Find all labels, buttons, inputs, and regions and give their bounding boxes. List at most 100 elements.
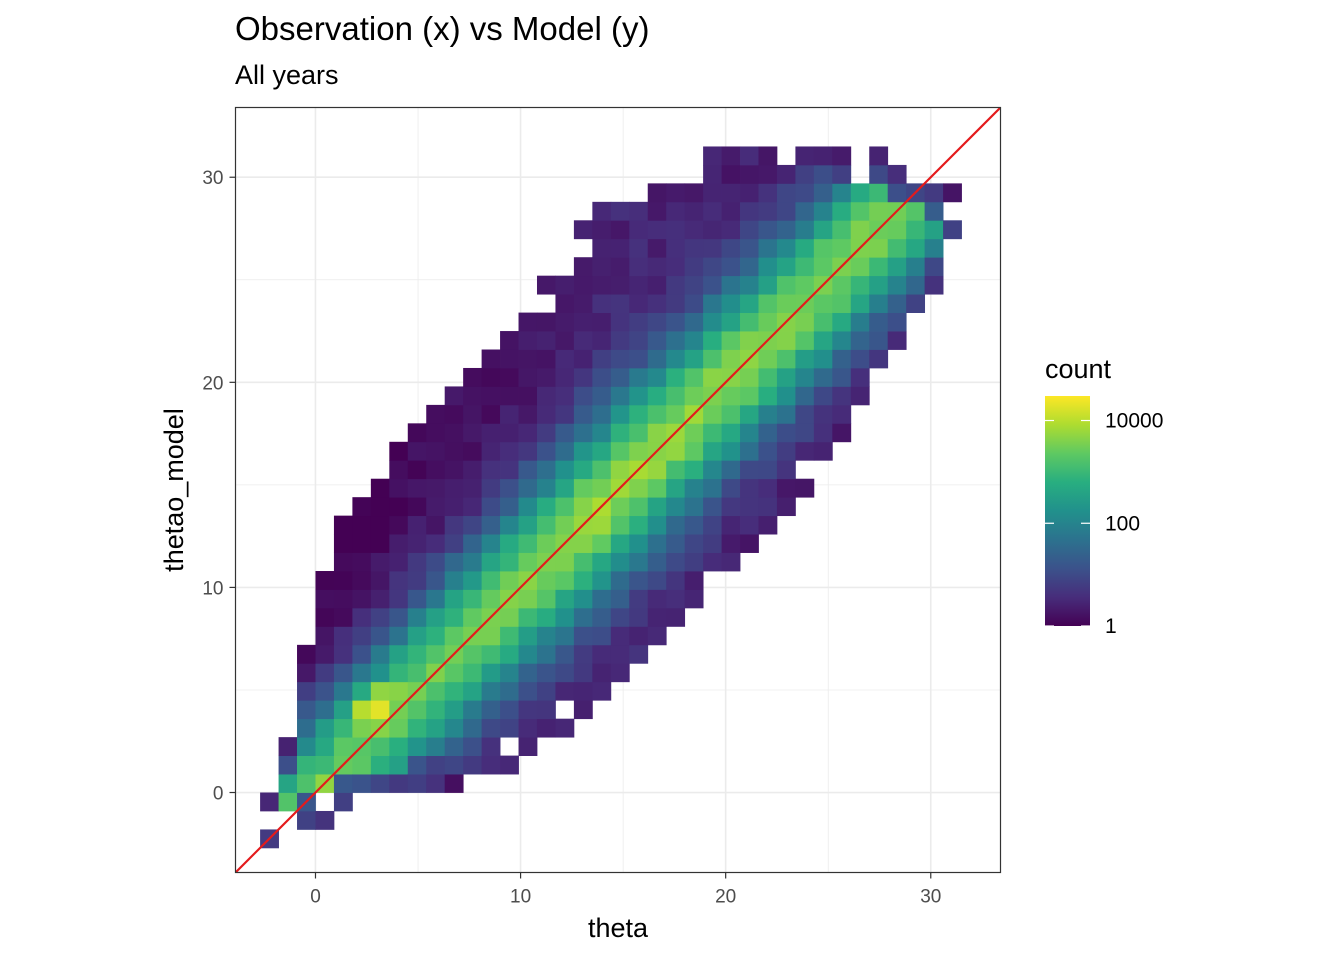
heatmap-cell-347 <box>592 294 612 313</box>
heatmap-cell-187 <box>481 663 501 683</box>
heatmap-cell-651 <box>869 275 889 295</box>
heatmap-cell-606 <box>813 367 833 387</box>
heatmap-cell-477 <box>703 534 722 553</box>
heatmap-cell-101 <box>407 700 427 720</box>
heatmap-cell-162 <box>463 718 483 738</box>
heatmap-cell-251 <box>518 312 538 332</box>
heatmap-cell-166 <box>463 644 483 664</box>
heatmap-cell-247 <box>518 386 538 406</box>
heatmap-cell-501 <box>721 515 741 535</box>
heatmap-cell-422 <box>647 294 667 313</box>
heatmap-cell-301 <box>573 681 593 701</box>
heatmap-cell-560 <box>758 220 778 240</box>
heatmap-cell-245 <box>518 423 538 443</box>
heatmap-cell-563 <box>758 164 778 184</box>
heatmap-cell-520 <box>721 164 741 184</box>
heatmap-cell-85 <box>389 644 409 664</box>
heatmap-cell-274 <box>536 312 556 332</box>
heatmap-cell-642 <box>850 257 870 277</box>
heatmap-cell-137 <box>426 404 446 424</box>
heatmap-cell-210 <box>500 644 519 664</box>
heatmap-cell-513 <box>721 294 741 313</box>
y-tick-label: 30 <box>202 168 223 189</box>
heatmap-cell-69 <box>370 626 390 646</box>
heatmap-cell-263 <box>536 515 556 535</box>
heatmap-cell-42 <box>333 552 353 572</box>
heatmap-cell-105 <box>407 626 427 646</box>
heatmap-cell-373 <box>610 294 630 313</box>
heatmap-cell-518 <box>721 201 741 221</box>
heatmap-cell-13 <box>297 681 316 701</box>
heatmap-cell-189 <box>481 626 501 646</box>
heatmap-cell-430 <box>666 589 686 609</box>
heatmap-cell-641 <box>850 275 870 295</box>
heatmap-cell-157 <box>444 423 464 443</box>
heatmap-cell-607 <box>813 349 833 369</box>
heatmap-cell-342 <box>592 386 612 406</box>
heatmap-cell-474 <box>684 201 704 221</box>
heatmap-cell-73 <box>370 552 390 572</box>
heatmap-cell-136 <box>426 423 446 443</box>
heatmap-cell-514 <box>721 275 741 295</box>
heatmap-cell-445 <box>666 312 686 332</box>
heatmap-cell-304 <box>573 626 593 646</box>
heatmap-cell-268 <box>536 423 556 443</box>
heatmap-cell-282 <box>555 589 575 609</box>
heatmap-cell-344 <box>592 349 612 369</box>
heatmap-cell-676 <box>924 275 944 295</box>
heatmap-cell-107 <box>407 589 427 609</box>
heatmap-cell-594 <box>795 275 815 295</box>
heatmap-cell-499 <box>721 552 741 572</box>
heatmap-cell-197 <box>481 478 501 498</box>
heatmap-cell-324 <box>573 257 593 277</box>
y-axis-ticks: 0 10 20 30 <box>202 168 236 805</box>
heatmap-cell-75 <box>370 515 390 535</box>
heatmap-cell-454 <box>684 571 704 590</box>
heatmap-cell-366 <box>610 423 630 443</box>
heatmap-cell-203 <box>481 367 501 387</box>
heatmap-cell-308 <box>573 552 593 572</box>
heatmap-cell-113 <box>407 478 427 498</box>
heatmap-cell-574 <box>776 331 796 350</box>
heatmap-cell-15 <box>297 644 316 664</box>
heatmap-cell-468 <box>684 312 704 332</box>
x-tick-label: 10 <box>510 887 531 908</box>
heatmap-cell-53 <box>352 626 372 646</box>
heatmap-cell-205 <box>500 755 519 775</box>
heatmap-cell-678 <box>924 238 944 258</box>
heatmap-cell-450 <box>666 220 686 240</box>
heatmap-cell-446 <box>666 294 686 313</box>
heatmap-cell-441 <box>666 386 686 406</box>
legend-tick-label: 1 <box>1105 615 1117 638</box>
heatmap-cell-54 <box>352 607 372 627</box>
heatmap-cell-530 <box>740 386 759 406</box>
heatmap-cell-59 <box>352 515 372 535</box>
heatmap-cell-537 <box>740 257 759 277</box>
heatmap-cell-294 <box>555 367 575 387</box>
heatmap-cell-81 <box>389 718 409 738</box>
legend-colorbar <box>1045 396 1090 626</box>
heatmap-cell-217 <box>500 515 519 535</box>
heatmap-cell-158 <box>444 404 464 424</box>
heatmap-cell-86 <box>389 626 409 646</box>
heatmap-cell-163 <box>463 700 483 720</box>
heatmap-cell-469 <box>684 294 704 313</box>
heatmap-cell-428 <box>647 183 667 203</box>
heatmap-cell-360 <box>610 534 630 553</box>
heatmap-cell-305 <box>573 607 593 627</box>
heatmap-cell-341 <box>592 404 612 424</box>
heatmap-cell-62 <box>370 755 390 775</box>
heatmap-cell-605 <box>813 386 833 406</box>
heatmap-cell-348 <box>592 275 612 295</box>
heatmap-cell-408 <box>647 552 667 572</box>
heatmap-cell-358 <box>610 571 630 590</box>
heatmap-cell-567 <box>776 460 796 480</box>
heatmap-cell-72 <box>370 571 390 590</box>
heatmap-cell-223 <box>500 404 519 424</box>
heatmap-cell-34 <box>333 700 353 720</box>
heatmap-cell-149 <box>444 571 464 590</box>
heatmap-cell-442 <box>666 367 686 387</box>
heatmap-cell-578 <box>776 257 796 277</box>
heatmap-cell-204 <box>481 349 501 369</box>
heatmap-cell-332 <box>592 571 612 590</box>
